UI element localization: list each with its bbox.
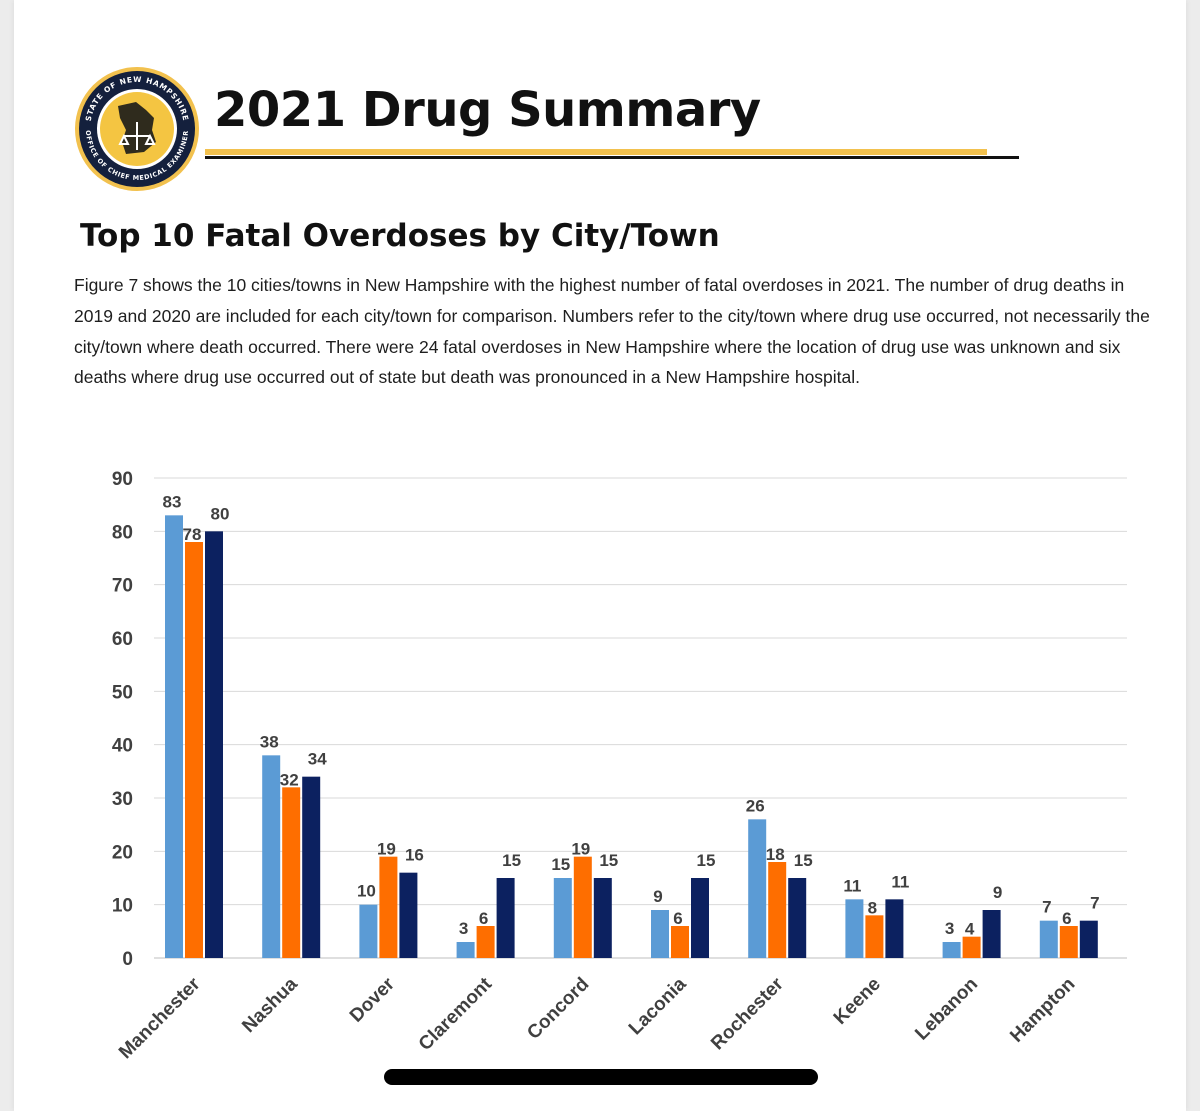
bar-keene-2021 — [885, 899, 904, 958]
bar-laconia-2020 — [671, 926, 689, 958]
data-label-lebanon-2019: 3 — [945, 919, 954, 938]
x-category-label-nashua: Nashua — [238, 973, 302, 1037]
data-label-hampton-2021: 7 — [1090, 894, 1099, 913]
data-label-hampton-2019: 7 — [1042, 898, 1051, 917]
bar-rochester-2021 — [788, 878, 807, 958]
bar-hampton-2021 — [1079, 920, 1098, 958]
data-label-nashua-2020: 32 — [280, 770, 299, 789]
data-label-laconia-2020: 6 — [673, 909, 682, 928]
data-label-dover-2021: 16 — [405, 846, 424, 865]
bar-rochester-2019 — [748, 819, 767, 958]
title-underline-gold — [205, 149, 987, 155]
section-title: Top 10 Fatal Overdoses by City/Town — [80, 218, 720, 254]
title-underline-black — [205, 156, 1019, 159]
data-label-nashua-2019: 38 — [260, 732, 279, 751]
bar-manchester-2020 — [185, 542, 203, 958]
data-label-rochester-2020: 18 — [766, 845, 785, 864]
y-tick-label: 90 — [112, 469, 133, 490]
chart-bars — [165, 515, 1098, 958]
home-indicator-bar[interactable] — [384, 1069, 818, 1085]
bar-manchester-2021 — [205, 531, 223, 958]
y-tick-label: 20 — [112, 842, 133, 863]
data-label-claremont-2021: 15 — [502, 851, 521, 870]
data-label-manchester-2020: 78 — [183, 525, 202, 544]
bar-claremont-2019 — [456, 942, 475, 958]
y-tick-label: 40 — [112, 736, 133, 757]
y-tick-label: 80 — [112, 522, 133, 543]
x-category-label-hampton: Hampton — [1006, 974, 1079, 1047]
bar-claremont-2020 — [476, 926, 495, 958]
x-category-label-laconia: Laconia — [625, 973, 691, 1039]
x-category-label-concord: Concord — [523, 974, 593, 1044]
data-label-claremont-2020: 6 — [479, 909, 488, 928]
data-label-keene-2019: 11 — [843, 876, 861, 895]
state-medical-examiner-seal: STATE OF NEW HAMPSHIRE OFFICE OF CHIEF M… — [75, 67, 199, 191]
data-label-lebanon-2021: 9 — [993, 883, 1002, 902]
data-label-concord-2020: 19 — [571, 840, 590, 859]
bar-nashua-2021 — [302, 776, 321, 958]
data-label-claremont-2019: 3 — [459, 919, 468, 938]
x-category-label-lebanon: Lebanon — [911, 974, 982, 1045]
data-label-concord-2019: 15 — [551, 855, 570, 874]
y-tick-label: 30 — [112, 789, 133, 810]
y-tick-label: 70 — [112, 576, 133, 597]
report-page: STATE OF NEW HAMPSHIRE OFFICE OF CHIEF M… — [14, 0, 1186, 1111]
bar-laconia-2021 — [691, 878, 709, 958]
y-tick-label: 60 — [112, 629, 133, 650]
bar-hampton-2019 — [1039, 920, 1058, 958]
bar-lebanon-2021 — [982, 910, 1001, 958]
bar-nashua-2019 — [262, 755, 281, 958]
y-tick-label: 0 — [122, 949, 133, 970]
bar-claremont-2021 — [496, 878, 515, 958]
y-tick-label: 50 — [112, 682, 133, 703]
chart-y-axis-ticks: 0 10 20 30 40 50 60 70 80 90 — [112, 469, 133, 970]
data-label-concord-2021: 15 — [599, 851, 618, 870]
data-label-laconia-2019: 9 — [653, 887, 662, 906]
bar-keene-2019 — [845, 899, 864, 958]
bar-keene-2020 — [865, 915, 884, 958]
data-label-hampton-2020: 6 — [1062, 909, 1071, 928]
x-category-label-rochester: Rochester — [707, 973, 788, 1054]
bar-lebanon-2020 — [962, 936, 981, 958]
bar-lebanon-2019 — [942, 942, 961, 958]
data-label-manchester-2021: 80 — [211, 504, 230, 523]
bar-dover-2020 — [379, 856, 398, 958]
data-label-keene-2020: 8 — [868, 898, 877, 917]
bar-nashua-2020 — [282, 787, 301, 958]
chart-x-axis-categories: Manchester Nashua Dover Claremont Concord Lac… — [115, 973, 1079, 1063]
data-label-dover-2019: 10 — [357, 882, 376, 901]
document-title: 2021 Drug Summary — [214, 82, 761, 138]
x-category-label-claremont: Claremont — [415, 973, 497, 1055]
bar-concord-2020 — [573, 856, 592, 958]
y-tick-label: 10 — [112, 896, 133, 917]
data-label-laconia-2021: 15 — [697, 851, 716, 870]
figure-description: Figure 7 shows the 10 cities/towns in Ne… — [74, 275, 1150, 388]
bar-manchester-2019 — [165, 515, 183, 958]
bar-dover-2019 — [359, 904, 378, 958]
bar-concord-2019 — [553, 878, 572, 958]
bar-rochester-2020 — [768, 862, 787, 958]
data-label-rochester-2021: 15 — [794, 851, 813, 870]
bar-dover-2021 — [399, 872, 418, 958]
bar-concord-2021 — [593, 878, 612, 958]
x-category-label-manchester: Manchester — [115, 973, 205, 1063]
bar-laconia-2019 — [651, 910, 669, 958]
data-label-rochester-2019: 26 — [746, 796, 765, 815]
x-category-label-dover: Dover — [346, 973, 399, 1026]
x-category-label-keene: Keene — [830, 974, 885, 1029]
data-label-nashua-2021: 34 — [308, 750, 327, 769]
data-label-manchester-2019: 83 — [163, 492, 182, 511]
bar-hampton-2020 — [1059, 926, 1078, 958]
data-label-keene-2021: 11 — [891, 872, 909, 891]
data-label-lebanon-2020: 4 — [965, 920, 975, 939]
data-label-dover-2020: 19 — [377, 840, 396, 859]
